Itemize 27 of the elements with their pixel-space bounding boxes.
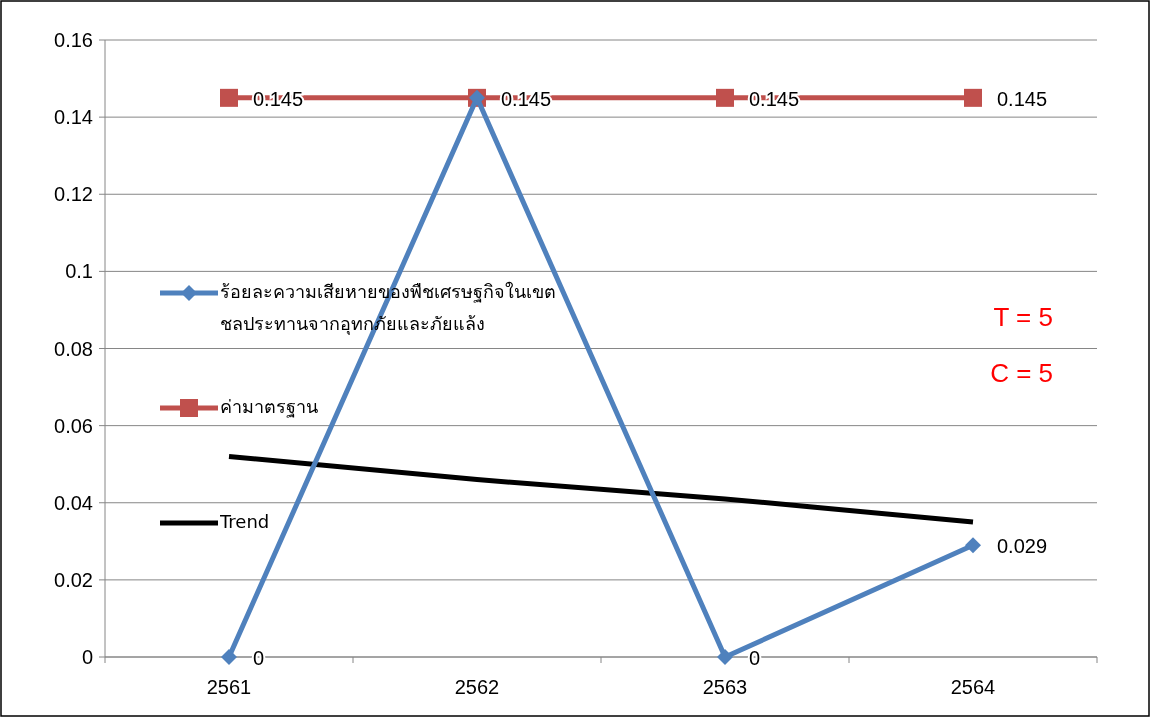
x-tick-label: 2561 [206,676,252,698]
point [717,649,733,665]
y-tick-label: 0.1 [65,260,93,283]
x-tick-label: 2562 [454,676,500,698]
y-tick-label: 0.14 [54,106,93,129]
legend-label: Trend [220,510,271,534]
y-tick-label: 0.02 [54,568,93,591]
legend-label: ค่ามาตรฐาน [220,395,319,420]
y-tick-label: 0.06 [54,414,93,437]
point [221,649,237,665]
annotation: C = 5 [990,358,1053,388]
y-tick-label: 0.16 [54,29,93,51]
point [964,88,982,107]
y-tick-label: 0 [81,646,93,668]
y-tick-label: 0.08 [54,337,93,360]
y-tick-label: 0.04 [54,491,93,514]
annotation: T = 5 [993,302,1053,332]
point [965,537,981,554]
y-tick-label: 0.12 [54,183,93,206]
point [716,88,734,107]
data-label: 0.145 [997,87,1048,110]
data-label: 0 [749,647,761,669]
x-tick-label: 2563 [702,676,748,698]
point [220,88,238,107]
x-tick-label: 2564 [950,676,996,698]
data-label: 0.029 [997,535,1048,558]
data-label: 0 [253,647,265,669]
